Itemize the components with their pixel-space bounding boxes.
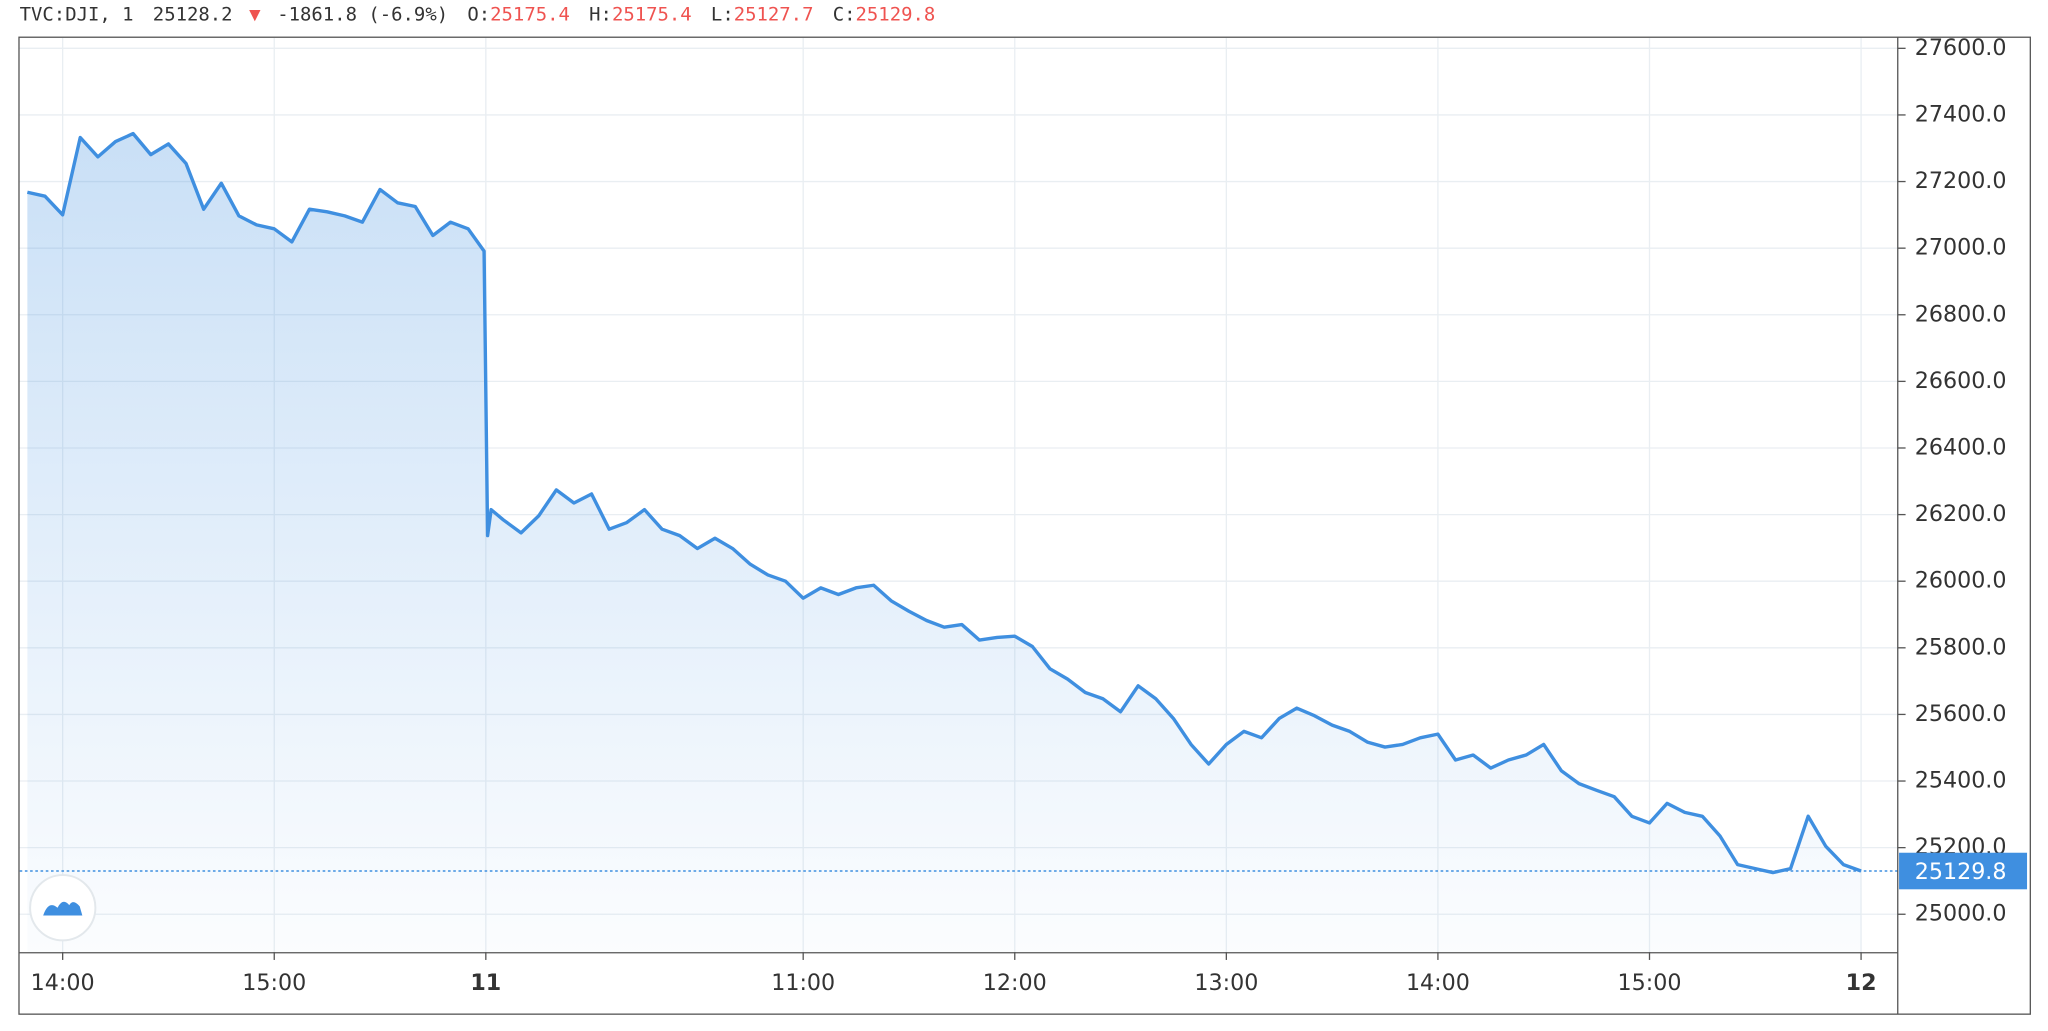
x-tick-label: 13:00 xyxy=(1194,970,1258,996)
x-tick-label: 15:00 xyxy=(242,970,306,996)
y-tick-label: 26800.0 xyxy=(1915,301,2007,327)
y-tick-label: 26400.0 xyxy=(1915,434,2007,460)
last: 25128.2 xyxy=(153,3,233,25)
x-tick-label: 11:00 xyxy=(771,970,835,996)
low-label: L: xyxy=(711,3,734,25)
y-tick-label: 27400.0 xyxy=(1915,101,2007,127)
close-label: C: xyxy=(833,3,856,25)
x-tick-label: 12 xyxy=(1846,970,1877,996)
y-tick-label: 26000.0 xyxy=(1915,568,2007,594)
y-tick-label: 25800.0 xyxy=(1915,634,2007,660)
y-tick-label: 27600.0 xyxy=(1915,35,2007,61)
y-tick-label: 25000.0 xyxy=(1915,901,2007,927)
y-tick-label: 25600.0 xyxy=(1915,701,2007,727)
low: 25127.7 xyxy=(734,3,814,25)
down-arrow: ▼ xyxy=(249,3,261,25)
last-price-box xyxy=(1899,852,2028,890)
x-tick-label: 12:00 xyxy=(983,970,1047,996)
plot xyxy=(19,131,1898,953)
x-tick-label: 14:00 xyxy=(1406,970,1470,996)
header-line: TVC:DJI, 1 25128.2 ▼ -1861.8 (-6.9%) O:2… xyxy=(20,3,936,25)
y-tick-label: 25400.0 xyxy=(1915,768,2007,794)
frame xyxy=(18,36,2031,1015)
x-tick-label: 11 xyxy=(470,970,501,996)
close: 25129.8 xyxy=(856,3,936,25)
open: 25175.4 xyxy=(490,3,570,25)
logo-icon xyxy=(43,901,83,916)
axes: 25000.025200.025400.025600.025800.026000… xyxy=(31,35,2028,996)
y-tick-label: 26200.0 xyxy=(1915,501,2007,527)
header: TVC:DJI, 1 25128.2 ▼ -1861.8 (-6.9%) O:2… xyxy=(20,3,936,25)
high: 25175.4 xyxy=(612,3,692,25)
open-label: O: xyxy=(467,3,490,25)
y-tick-label: 27200.0 xyxy=(1915,168,2007,194)
y-tick-label: 26600.0 xyxy=(1915,368,2007,394)
high-label: H: xyxy=(589,3,612,25)
y-tick-label: 27000.0 xyxy=(1915,235,2007,261)
change: -1861.8 (-6.9%) xyxy=(277,3,448,25)
x-tick-label: 15:00 xyxy=(1618,970,1682,996)
price-line xyxy=(26,131,1862,875)
area-fill xyxy=(27,133,1862,953)
symbol: TVC:DJI, 1 xyxy=(20,3,134,25)
last-price-label: 25129.8 xyxy=(1915,859,2007,885)
x-tick-label: 14:00 xyxy=(31,970,95,996)
